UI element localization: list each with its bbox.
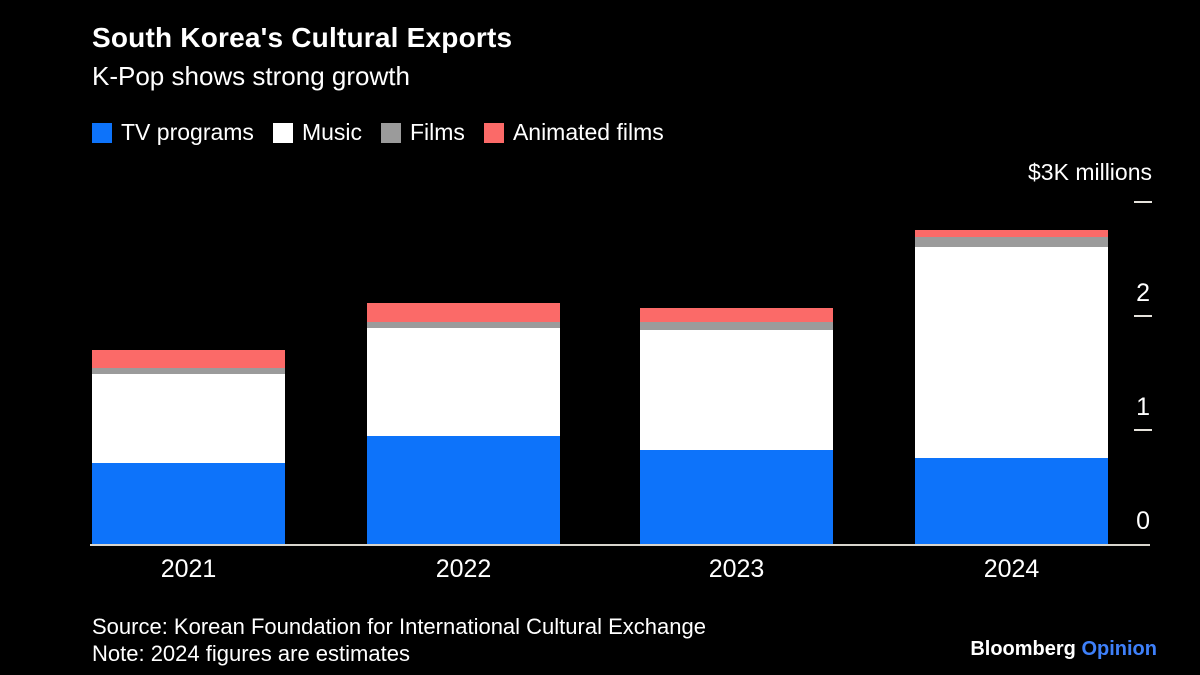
y-tick-dash-3: [1134, 201, 1152, 203]
bar-2024-films: [915, 237, 1108, 248]
y-tick-dash-1: [1134, 429, 1152, 431]
x-axis-label-2024: 2024: [983, 555, 1040, 583]
x-axis-label-2023: 2023: [708, 555, 765, 583]
legend-label-music: Music: [301, 119, 362, 145]
legend-swatch-animated-films-icon: [483, 122, 504, 143]
source-line: Source: Korean Foundation for Internatio…: [92, 614, 706, 639]
y-tick-label-0: 0: [1136, 507, 1150, 535]
bar-2023-music: [640, 329, 833, 451]
y-tick-dash-2: [1134, 315, 1152, 317]
x-axis-label-2022: 2022: [435, 555, 492, 583]
legend-swatch-films-icon: [381, 122, 401, 143]
bar-2021-music: [92, 374, 285, 463]
bar-2024-tv-programs: [915, 458, 1108, 545]
x-axis-line: [90, 544, 1150, 546]
footer-text: Source: Korean Foundation for Internatio…: [92, 613, 706, 667]
bar-2022-tv-programs: [367, 435, 560, 545]
bar-2024-animated-films: [915, 230, 1108, 238]
legend-swatch-music-icon: [272, 122, 293, 143]
legend-label-tv-programs: TV programs: [121, 119, 254, 145]
bar-2021-animated-films: [92, 350, 285, 369]
brand-logo: Bloomberg Opinion: [970, 638, 1157, 661]
legend-item-animated-films: Animated films: [483, 119, 664, 146]
brand-bloomberg: Bloomberg: [970, 638, 1076, 660]
legend-item-tv-programs: TV programs: [92, 119, 254, 146]
legend-label-films: Films: [410, 119, 465, 145]
legend-item-films: Films: [381, 119, 465, 146]
legend-label-animated-films: Animated films: [512, 119, 664, 145]
y-tick-label-1: 1: [1136, 393, 1150, 421]
chart-subtitle: K-Pop shows strong growth: [92, 61, 410, 91]
bar-2022-films: [367, 321, 560, 329]
bar-2021-tv-programs: [92, 462, 285, 545]
bar-2022-animated-films: [367, 303, 560, 322]
y-axis-unit-label: $3K millions: [1028, 159, 1152, 185]
legend-item-music: Music: [272, 119, 362, 146]
bar-2021-films: [92, 368, 285, 374]
y-tick-label-2: 2: [1136, 279, 1150, 307]
legend: TV programs Music Films Animated films: [92, 119, 664, 146]
chart-title: South Korea's Cultural Exports: [92, 22, 513, 53]
bar-2022-music: [367, 328, 560, 436]
bar-2023-tv-programs: [640, 450, 833, 545]
bar-2023-animated-films: [640, 307, 833, 322]
legend-swatch-tv-programs-icon: [92, 122, 112, 143]
note-line: Note: 2024 figures are estimates: [92, 641, 410, 666]
x-axis-label-2021: 2021: [160, 555, 217, 583]
brand-opinion: Opinion: [1081, 638, 1157, 660]
bar-2023-films: [640, 321, 833, 330]
bar-2024-music: [915, 247, 1108, 459]
